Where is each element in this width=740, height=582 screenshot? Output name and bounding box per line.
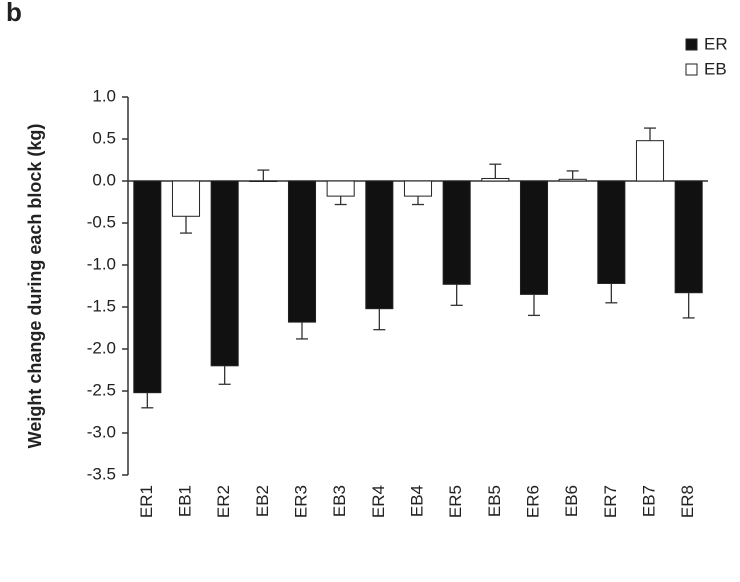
x-tick-label: EB7 — [639, 485, 658, 517]
error-bar — [334, 196, 347, 206]
panel-label: b — [6, 0, 22, 27]
x-tick-label: ER2 — [214, 485, 233, 518]
error-bar — [412, 196, 424, 206]
error-bar — [644, 127, 656, 141]
y-tick-label: -3.5 — [87, 464, 116, 483]
x-tick-label: ER8 — [678, 485, 697, 518]
legend-swatch — [685, 38, 698, 51]
x-tick-label: ER7 — [601, 485, 620, 518]
error-bar — [489, 163, 502, 179]
bar — [403, 180, 433, 197]
error-bar — [682, 292, 695, 319]
legend-label: EB — [704, 59, 727, 78]
bar — [249, 180, 278, 182]
y-tick-label: 0.5 — [92, 128, 116, 147]
legend-label: ER — [704, 34, 728, 53]
bar — [365, 180, 394, 310]
error-bar — [257, 169, 270, 181]
y-tick-label: -2.0 — [87, 338, 116, 357]
x-tick-label: ER5 — [446, 485, 465, 518]
x-tick-label: EB2 — [253, 485, 272, 517]
bar — [674, 180, 703, 294]
y-axis-label: Weight change during each block (kg) — [25, 124, 45, 449]
bar — [597, 180, 626, 284]
bar — [519, 180, 549, 295]
x-tick-label: EB1 — [175, 485, 194, 517]
x-tick-label: ER3 — [291, 485, 310, 518]
x-tick-label: ER4 — [369, 485, 388, 518]
y-tick-label: -3.0 — [87, 422, 116, 441]
y-tick-label: 1.0 — [92, 86, 116, 105]
error-bar — [528, 294, 540, 317]
bar — [481, 177, 510, 182]
legend-swatch — [685, 63, 698, 76]
bar — [326, 180, 355, 197]
y-tick-label: 0.0 — [92, 170, 116, 189]
bar — [133, 180, 162, 394]
error-bar — [180, 216, 192, 234]
bar — [210, 180, 239, 367]
y-tick-label: -1.5 — [87, 296, 116, 315]
y-tick-label: -1.0 — [87, 254, 116, 273]
y-tick-label: -2.5 — [87, 380, 116, 399]
bar — [635, 140, 665, 182]
x-tick-label: EB4 — [407, 485, 426, 517]
error-bar — [605, 283, 618, 304]
x-tick-label: EB3 — [330, 485, 349, 517]
x-tick-label: ER1 — [137, 485, 156, 518]
bar — [442, 180, 471, 285]
x-tick-label: EB5 — [485, 485, 504, 517]
error-bar — [141, 392, 154, 409]
x-tick-label: ER6 — [523, 485, 542, 518]
error-bar — [566, 170, 579, 180]
error-bar — [450, 284, 463, 306]
x-tick-label: EB6 — [562, 485, 581, 517]
y-tick-label: -0.5 — [87, 212, 116, 231]
error-bar — [296, 322, 308, 340]
error-bar — [373, 308, 386, 331]
bar — [171, 180, 201, 217]
error-bar — [218, 365, 231, 385]
bar — [558, 178, 587, 182]
bar — [287, 180, 317, 323]
